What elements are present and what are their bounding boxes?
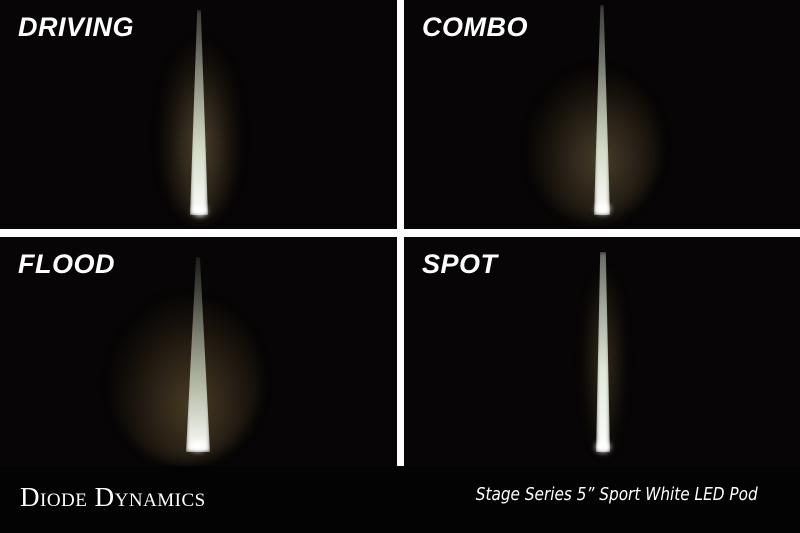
panel-label: SPOT	[422, 249, 498, 279]
panel-label: FLOOD	[18, 249, 115, 279]
panel-label: COMBO	[422, 12, 528, 42]
panel-label: DRIVING	[18, 12, 135, 42]
footer-bar: Diode Dynamics Stage Series 5” Sport Whi…	[0, 466, 800, 533]
driving-beam-photo: DRIVING	[0, 0, 397, 229]
flood-beam-photo: FLOOD	[0, 237, 397, 466]
spot-beam-photo: SPOT	[404, 237, 800, 466]
brand-logo: Diode Dynamics	[20, 482, 206, 512]
combo-beam-photo: COMBO	[404, 0, 800, 229]
product-name: Stage Series 5” Sport White LED Pod	[476, 484, 758, 505]
